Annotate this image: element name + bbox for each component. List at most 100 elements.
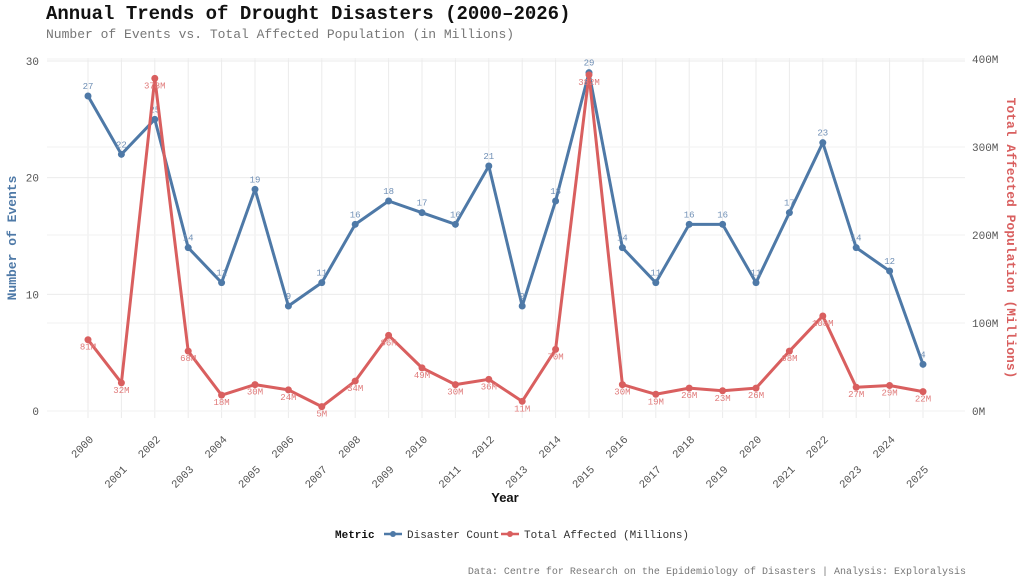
data-label-disaster-count: 18: [383, 187, 394, 197]
x-tick-label: 2001: [103, 464, 130, 491]
data-label-disaster-count: 27: [83, 82, 94, 92]
data-label-disaster-count: 29: [584, 59, 595, 69]
data-label-total-affected-millions: 23M: [714, 394, 730, 404]
y-right-tick-label: 400M: [972, 55, 998, 67]
data-point-total-affected-millions: [652, 390, 660, 398]
legend: Metric Disaster Count Total Affected (Mi…: [335, 530, 689, 542]
data-point-disaster-count: [652, 279, 660, 287]
data-label-total-affected-millions: 108M: [812, 319, 834, 329]
data-point-total-affected-millions: [518, 397, 526, 405]
data-point-disaster-count: [151, 115, 159, 123]
data-point-total-affected-millions: [218, 391, 226, 399]
data-point-disaster-count: [485, 162, 493, 170]
legend-title: Metric: [335, 530, 375, 542]
data-point-total-affected-millions: [886, 381, 894, 389]
data-label-total-affected-millions: 18M: [213, 398, 229, 408]
data-point-total-affected-millions: [151, 74, 159, 82]
data-label-total-affected-millions: 34M: [347, 384, 363, 394]
data-label-total-affected-millions: 5M: [316, 410, 327, 420]
data-point-disaster-count: [886, 267, 894, 275]
y-left-tick-label: 20: [26, 174, 39, 186]
y-left-tick-label: 10: [26, 290, 39, 302]
data-point-total-affected-millions: [819, 312, 827, 320]
data-label-total-affected-millions: 68M: [781, 354, 797, 364]
data-label-disaster-count: 14: [617, 234, 628, 244]
x-tick-label: 2025: [905, 464, 932, 491]
data-point-total-affected-millions: [318, 403, 326, 411]
data-label-disaster-count: 17: [784, 199, 795, 209]
series-line-total-affected-millions: [86, 73, 924, 409]
data-label-total-affected-millions: 26M: [681, 391, 697, 401]
data-label-total-affected-millions: 26M: [748, 391, 764, 401]
legend-label-disaster-count: Disaster Count: [407, 530, 499, 542]
legend-marker-total-affected: [507, 531, 513, 537]
y-left-tick-label: 0: [32, 407, 39, 419]
y-axis-left: 0 10 20 30: [26, 57, 39, 419]
x-tick-label: 2021: [771, 464, 798, 491]
data-point-disaster-count: [552, 197, 560, 205]
data-label-disaster-count: 9: [519, 292, 524, 302]
data-point-disaster-count: [785, 209, 793, 217]
x-tick-label: 2005: [237, 464, 264, 491]
data-label-total-affected-millions: 378M: [144, 81, 166, 91]
data-point-disaster-count: [852, 244, 860, 252]
data-label-total-affected-millions: 382M: [578, 78, 600, 88]
chart-caption: Data: Centre for Research on the Epidemi…: [467, 567, 966, 578]
data-point-disaster-count: [251, 185, 259, 193]
data-label-total-affected-millions: 27M: [848, 390, 864, 400]
data-label-disaster-count: 12: [884, 257, 895, 267]
x-tick-label: 2003: [170, 464, 197, 491]
data-point-disaster-count: [117, 150, 125, 158]
data-point-disaster-count: [418, 209, 426, 217]
data-point-disaster-count: [284, 302, 292, 310]
data-label-disaster-count: 17: [417, 199, 428, 209]
data-label-total-affected-millions: 30M: [247, 388, 263, 398]
data-point-disaster-count: [919, 360, 927, 368]
data-label-disaster-count: 11: [751, 269, 762, 279]
data-label-total-affected-millions: 36M: [481, 382, 497, 392]
data-point-total-affected-millions: [117, 379, 125, 387]
data-label-disaster-count: 16: [350, 210, 361, 220]
data-label-total-affected-millions: 30M: [614, 388, 630, 398]
data-label-total-affected-millions: 32M: [113, 386, 129, 396]
legend-item-total-affected: Total Affected (Millions): [501, 530, 689, 542]
x-tick-label: 2006: [270, 434, 297, 461]
data-label-disaster-count: 16: [717, 210, 728, 220]
data-point-total-affected-millions: [418, 364, 426, 372]
x-tick-label: 2011: [437, 464, 464, 491]
y-right-tick-label: 0M: [972, 407, 985, 419]
data-label-total-affected-millions: 24M: [280, 393, 296, 403]
data-point-total-affected-millions: [184, 347, 192, 355]
data-label-total-affected-millions: 70M: [547, 352, 563, 362]
x-tick-label: 2019: [704, 464, 731, 491]
data-point-disaster-count: [184, 244, 192, 252]
data-label-total-affected-millions: 86M: [380, 338, 396, 348]
data-point-total-affected-millions: [251, 381, 259, 389]
data-point-total-affected-millions: [685, 384, 693, 392]
data-label-disaster-count: 19: [250, 175, 261, 185]
data-point-disaster-count: [84, 92, 92, 100]
data-point-total-affected-millions: [84, 336, 92, 344]
data-label-total-affected-millions: 29M: [881, 388, 897, 398]
data-point-total-affected-millions: [852, 383, 860, 391]
data-point-disaster-count: [218, 279, 226, 287]
x-tick-label: 2008: [337, 434, 364, 461]
data-label-disaster-count: 11: [316, 269, 327, 279]
data-label-disaster-count: 16: [450, 210, 461, 220]
data-label-disaster-count: 11: [216, 269, 227, 279]
data-label-disaster-count: 23: [817, 129, 828, 139]
data-point-disaster-count: [451, 220, 459, 228]
data-label-disaster-count: 22: [116, 140, 127, 150]
x-tick-label: 2015: [571, 464, 598, 491]
x-tick-label: 2016: [604, 434, 631, 461]
legend-marker-disaster-count: [390, 531, 396, 537]
x-tick-label: 2020: [738, 434, 765, 461]
y-axis-left-label: Number of Events: [5, 175, 20, 300]
x-tick-label: 2013: [504, 464, 531, 491]
x-tick-label: 2002: [136, 434, 163, 461]
data-point-total-affected-millions: [385, 331, 393, 339]
x-tick-label: 2022: [804, 434, 831, 461]
legend-label-total-affected: Total Affected (Millions): [524, 530, 689, 542]
series-total-affected-millions: 81M 32M 378M 68M 18M 30M 24M 5M 34M 86M 49M 30M 36M 1…: [80, 71, 931, 420]
